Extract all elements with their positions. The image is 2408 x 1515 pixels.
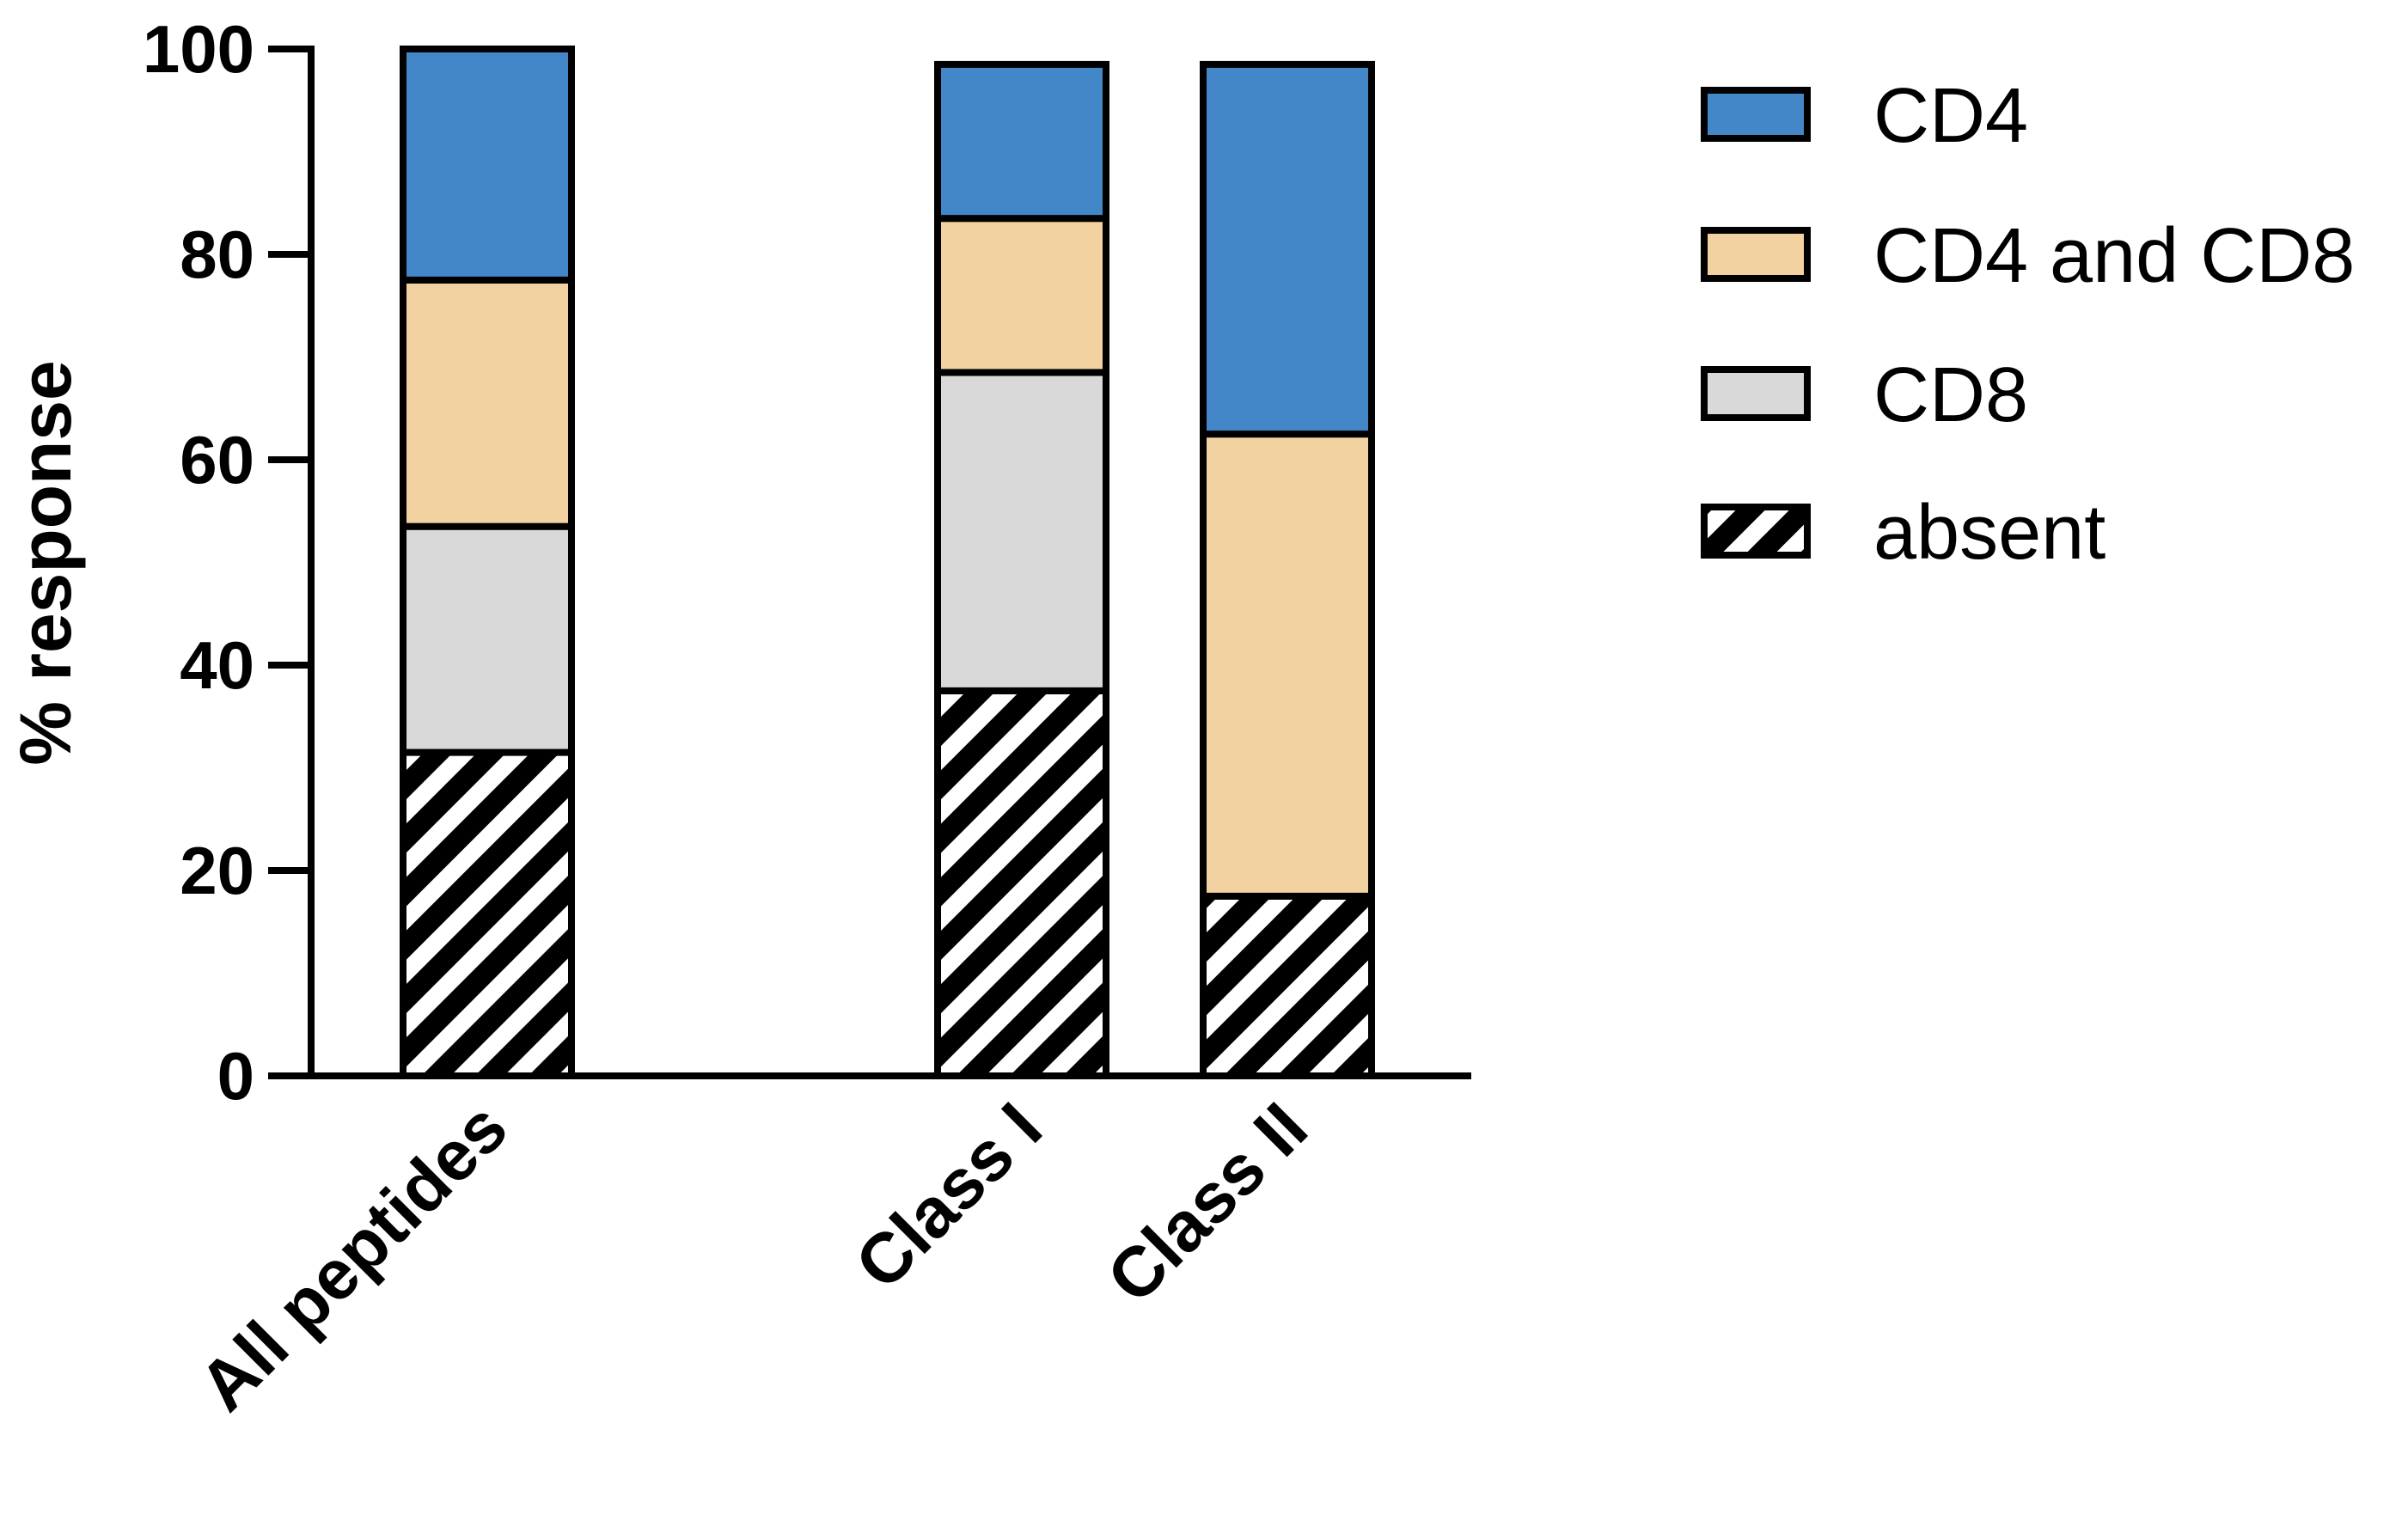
- bar-segment-all-peptides-absent: [400, 748, 575, 1079]
- bar-segment-all-peptides-cd8: [400, 522, 575, 756]
- legend-label-cd8: CD8: [1873, 352, 2028, 438]
- legend: CD4 CD4 and CD8 CD8 absent: [1701, 73, 2355, 576]
- bar-segment-class-i-cd4: [934, 60, 1109, 223]
- y-tick-label-100: 100: [143, 11, 254, 87]
- y-axis-label: % response: [5, 360, 86, 766]
- bar-segment-class-i-cd8: [934, 369, 1109, 694]
- legend-swatch-cd8: [1701, 366, 1811, 421]
- y-tick-label-0: 0: [217, 1038, 254, 1114]
- y-tick-label-60: 60: [180, 422, 254, 498]
- bar-segment-all-peptides-cd4-and-cd8: [400, 276, 575, 530]
- plot-area: 0 20 40 60 80 100 % response All peptides Class …: [5, 11, 1471, 1426]
- legend-swatch-absent: [1701, 504, 1811, 559]
- bar-segment-class-ii-cd4-and-cd8: [1200, 431, 1375, 900]
- x-tick-label-class-i: Class I: [840, 1088, 1056, 1304]
- bar-segment-class-ii-absent: [1200, 892, 1375, 1079]
- bar-segment-class-i-cd4-and-cd8: [934, 215, 1109, 376]
- bar-segment-class-i-absent: [934, 687, 1109, 1079]
- legend-label-cd4: CD4: [1873, 73, 2028, 159]
- legend-swatch-cd4-and-cd8: [1701, 227, 1811, 282]
- legend-swatch-cd4: [1701, 87, 1811, 142]
- y-tick-label-40: 40: [180, 627, 254, 703]
- legend-label-absent: absent: [1873, 490, 2105, 576]
- bar-segment-class-ii-cd4: [1200, 60, 1375, 438]
- y-tick-label-20: 20: [180, 833, 254, 908]
- y-tick-label-80: 80: [180, 217, 254, 292]
- legend-label-cd4-and-cd8: CD4 and CD8: [1873, 213, 2355, 299]
- x-tick-label-all-peptides: All peptides: [185, 1088, 523, 1426]
- x-tick-label-class-ii: Class II: [1092, 1088, 1322, 1317]
- bar-segment-all-peptides-cd4: [400, 46, 575, 284]
